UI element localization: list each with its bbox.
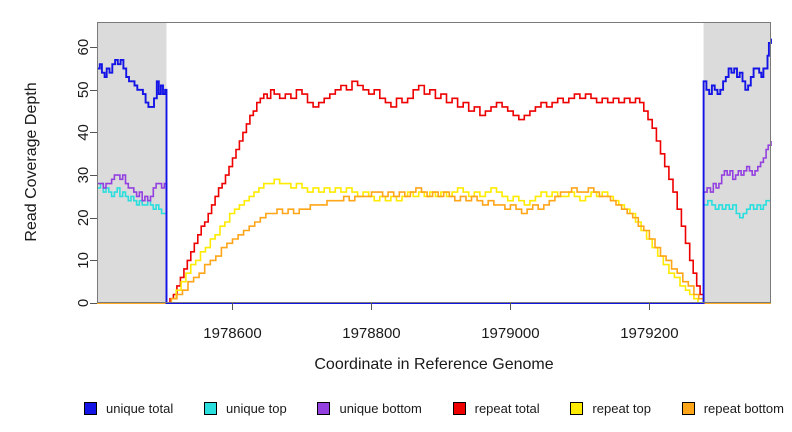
y-tick-label: 0 bbox=[75, 299, 92, 307]
legend-swatch-icon bbox=[681, 401, 695, 415]
series-repeat-bottom bbox=[97, 187, 771, 304]
y-axis-label: Read Coverage Depth bbox=[23, 82, 40, 242]
legend-item-repeat-total: repeat total bbox=[452, 400, 540, 416]
series-unique-top bbox=[97, 182, 771, 304]
series-unique-bottom bbox=[97, 141, 772, 304]
y-tick-label: 50 bbox=[75, 81, 92, 98]
legend-item-unique-bottom: unique bottom bbox=[317, 400, 422, 416]
shaded-region-left-flank bbox=[97, 22, 167, 303]
legend-label: unique bottom bbox=[339, 400, 422, 416]
legend-swatch-icon bbox=[317, 401, 331, 415]
x-axis-label: Coordinate in Reference Genome bbox=[314, 356, 554, 373]
legend-swatch-icon bbox=[452, 401, 466, 415]
legend-label: unique total bbox=[106, 400, 174, 416]
y-tick-label: 20 bbox=[75, 209, 92, 226]
legend-item-repeat-bottom: repeat bottom bbox=[681, 400, 784, 416]
x-tick-label: 1978800 bbox=[342, 325, 400, 342]
y-tick-label: 10 bbox=[75, 252, 92, 269]
y-tick-label: 30 bbox=[75, 167, 92, 184]
legend-label: repeat total bbox=[474, 400, 540, 416]
series-unique-total bbox=[97, 38, 772, 304]
y-tick-label: 40 bbox=[75, 124, 92, 141]
legend-item-unique-total: unique total bbox=[84, 401, 173, 416]
legend-item-unique-top: unique top bbox=[203, 400, 287, 416]
x-tick-label: 1979200 bbox=[620, 325, 678, 342]
legend: unique total unique top unique bottom repea… bbox=[84, 398, 784, 418]
legend-label: unique top bbox=[225, 400, 287, 416]
x-tick-label: 1979000 bbox=[481, 325, 539, 342]
legend-swatch-icon bbox=[570, 401, 584, 415]
legend-label: repeat top bbox=[592, 400, 651, 416]
x-tick-label: 1978600 bbox=[203, 325, 261, 342]
y-tick-label: 60 bbox=[75, 39, 92, 56]
legend-item-repeat-top: repeat top bbox=[570, 401, 651, 416]
series-repeat-total bbox=[97, 80, 771, 304]
legend-swatch-icon bbox=[84, 401, 97, 415]
legend-swatch-icon bbox=[203, 401, 217, 415]
plot-border bbox=[97, 22, 771, 303]
legend-label: repeat bottom bbox=[703, 400, 784, 416]
